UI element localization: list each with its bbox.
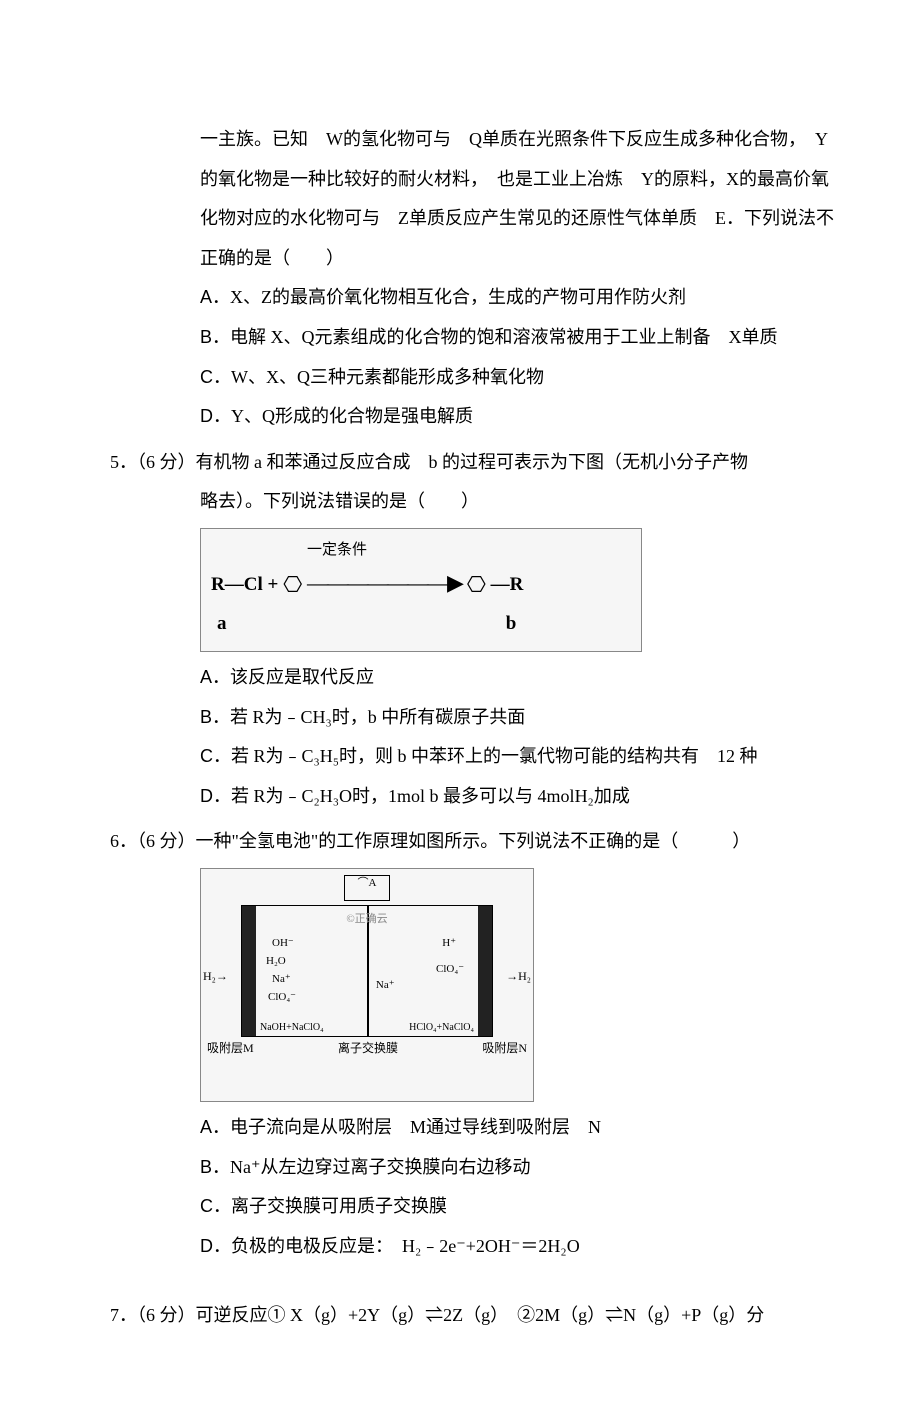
q5-option-c: C．若 R为﹣C₃H₅时，则 b 中苯环上的一氯代物可能的结构共有 12 种 xyxy=(200,737,920,777)
q5-number: 5． xyxy=(110,452,137,472)
q4-stem-line-4: 正确的是（ ） xyxy=(200,239,920,279)
q6-option-a: A．电子流向是从吸附层 M通过导线到吸附层 N xyxy=(200,1108,920,1148)
fig6-r3: Na⁺ xyxy=(376,978,395,992)
fig5-arrow-label: 一定条件 xyxy=(307,541,367,561)
q7: 7．（6 分）可逆反应① X（g）+2Y（g）⇌2Z（g） ②2M（g）⇌N（g… xyxy=(160,1296,920,1336)
fig5-label-a: a xyxy=(217,612,257,637)
q7-stem-text: 可逆反应① X（g）+2Y（g）⇌2Z（g） ②2M（g）⇌N（g）+P（g）分 xyxy=(196,1305,765,1325)
q5-option-b: B．若 R为﹣CH₃时，b 中所有碳原子共面 xyxy=(200,698,920,738)
q4-stem-line-2: 的氧化物是一种比较好的耐火材料， 也是工业上冶炼 Y的原料，X的最高价氧 xyxy=(200,160,920,200)
q6-stem-text: 一种"全氢电池"的工作原理如图所示。下列说法不正确的是（ ） xyxy=(196,831,751,851)
q4-option-b: B．电解 X、Q元素组成的化合物的饱和溶液常被用于工业上制备 X单质 xyxy=(200,318,920,358)
q5-stem: 5．（6 分）有机物 a 和苯通过反应合成 b 的过程可表示为下图（无机小分子产… xyxy=(110,443,920,483)
q6-option-b: B．Na⁺从左边穿过离子交换膜向右边移动 xyxy=(200,1148,920,1188)
q4-stem-line-1: 一主族。已知 W的氢化物可与 Q单质在光照条件下反应生成多种化合物， Y xyxy=(200,120,920,160)
q5: 5．（6 分）有机物 a 和苯通过反应合成 b 的过程可表示为下图（无机小分子产… xyxy=(160,443,920,817)
q4-option-d: D．Y、Q形成的化合物是强电解质 xyxy=(200,397,920,437)
benzene-icon-2: ⎔ xyxy=(467,571,486,600)
fig6-l4: ClO₄⁻ xyxy=(268,990,296,1004)
fig5-left: R—Cl + xyxy=(211,574,278,595)
ammeter-icon: ⌒A xyxy=(344,875,390,901)
fig6-r2: ClO₄⁻ xyxy=(436,962,464,976)
benzene-icon: ⎔ xyxy=(283,571,302,600)
q4-continuation: 一主族。已知 W的氢化物可与 Q单质在光照条件下反应生成多种化合物， Y 的氧化… xyxy=(160,120,920,437)
q5-stem-line-2: 略去）。下列说法错误的是（ ） xyxy=(200,482,920,522)
fig6-l1: OH⁻ xyxy=(272,936,294,950)
q5-option-a: A．该反应是取代反应 xyxy=(200,658,920,698)
fig5-label-b: b xyxy=(506,612,517,637)
q6: 6．（6 分）一种"全氢电池"的工作原理如图所示。下列说法不正确的是（ ） ⌒A… xyxy=(160,822,920,1266)
fig6-bottom-left: 吸附层M xyxy=(207,1041,254,1057)
q7-number: 7． xyxy=(110,1305,137,1325)
q7-stem: 7．（6 分）可逆反应① X（g）+2Y（g）⇌2Z（g） ②2M（g）⇌N（g… xyxy=(110,1296,920,1336)
q5-stem-line-1: 有机物 a 和苯通过反应合成 b 的过程可表示为下图（无机小分子产物 xyxy=(196,452,749,472)
fig5-right: —R xyxy=(491,574,524,595)
q5-points: （6 分） xyxy=(137,452,196,472)
q4-option-c: C．W、X、Q三种元素都能形成多种氧化物 xyxy=(200,358,920,398)
fig6-watermark: ©正确云 xyxy=(346,912,387,926)
fig6-r1: H⁺ xyxy=(442,936,456,950)
arrow-icon: ———————▶ xyxy=(307,570,462,595)
q6-number: 6． xyxy=(110,831,137,851)
q6-option-d: D．负极的电极反应是： H₂﹣2e⁻+2OH⁻＝2H₂O xyxy=(200,1227,920,1267)
q6-points: （6 分） xyxy=(137,831,196,851)
electrode-right xyxy=(478,906,492,1036)
electrode-left xyxy=(242,906,256,1036)
fig6-rb: HClO₄+NaClO₄ xyxy=(409,1021,474,1034)
fig6-h2-left: H₂→ xyxy=(203,969,228,985)
fig6-lb: NaOH+NaClO₄ xyxy=(260,1021,324,1034)
q5-reaction-figure: R—Cl + ⎔ 一定条件 ———————▶ ⎔ —R a b xyxy=(200,528,642,652)
q4-stem-line-3: 化物对应的水化物可与 Z单质反应产生常见的还原性气体单质 E．下列说法不 xyxy=(200,199,920,239)
q5-option-d: D．若 R为﹣C₂H₃O时，1mol b 最多可以与 4molH₂加成 xyxy=(200,777,920,817)
fig6-h2-right: →H₂ xyxy=(506,969,531,985)
q7-points: （6 分） xyxy=(137,1305,196,1325)
q6-option-c: C．离子交换膜可用质子交换膜 xyxy=(200,1187,920,1227)
fig6-bottom-right: 吸附层N xyxy=(482,1041,527,1057)
q6-stem: 6．（6 分）一种"全氢电池"的工作原理如图所示。下列说法不正确的是（ ） xyxy=(110,822,920,862)
fig6-l3: Na⁺ xyxy=(272,972,291,986)
q6-battery-figure: ⌒A H₂→ →H₂ ©正确云 OH⁻ H₂O Na⁺ ClO₄⁻ H⁺ ClO… xyxy=(200,868,534,1102)
fig6-l2: H₂O xyxy=(266,954,286,968)
q4-option-a: A．X、Z的最高价氧化物相互化合，生成的产物可用作防火剂 xyxy=(200,278,920,318)
fig6-bottom-mid: 离子交换膜 xyxy=(338,1041,398,1057)
